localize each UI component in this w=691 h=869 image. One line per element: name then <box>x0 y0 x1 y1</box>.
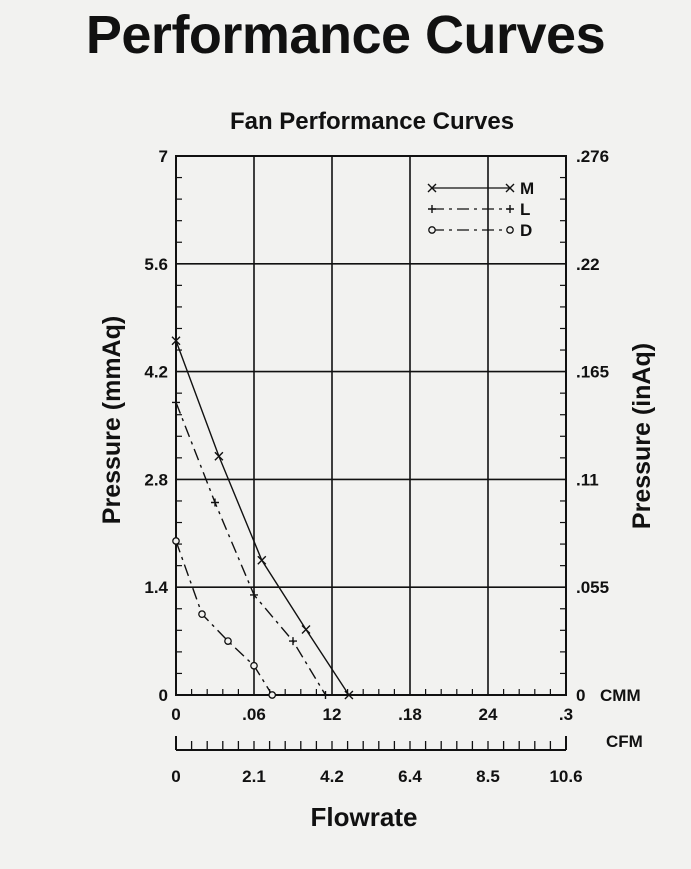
data-point <box>211 498 219 507</box>
data-point <box>224 637 232 645</box>
y-left-tick-label: 5.6 <box>144 255 168 274</box>
y-right-tick-label: 0 <box>576 686 585 705</box>
x-cmm-tick-label: 12 <box>323 705 342 724</box>
data-point <box>257 555 267 565</box>
series-line-D <box>175 540 273 696</box>
x-axis-title: Flowrate <box>311 802 418 832</box>
axis-layer: 0 1.4 2.8 4.2 5.6 7 0 .055 .11 .165 .22 .276 CMM 0 .06… <box>98 147 656 832</box>
y-left-tick-label: 2.8 <box>144 470 168 489</box>
legend-label: M <box>520 179 534 198</box>
x-cmm-tick-label: .06 <box>242 705 266 724</box>
legend-label: D <box>520 221 532 240</box>
x-cfm-tick-label: 10.6 <box>549 767 582 786</box>
x-cmm-tick-label: .3 <box>559 705 573 724</box>
x-cfm-tick-label: 0 <box>171 767 180 786</box>
data-point <box>172 537 180 545</box>
legend-entry-M: M <box>427 179 534 198</box>
x-cfm-tick-label: 8.5 <box>476 767 500 786</box>
data-point <box>171 336 181 346</box>
legend-label: L <box>520 200 530 219</box>
legend-marker <box>427 183 437 193</box>
y-left-tick-label: 0 <box>159 686 168 705</box>
y-left-tick-label: 7 <box>159 147 168 166</box>
legend: MLD <box>427 179 534 240</box>
legend-marker <box>428 205 436 213</box>
legend-marker <box>506 226 514 234</box>
series-line-M <box>175 340 350 696</box>
x-cmm-tick-label: .18 <box>398 705 422 724</box>
x-cfm-tick-label: 6.4 <box>398 767 422 786</box>
series-L <box>172 398 330 699</box>
x-cfm-tick-label: 2.1 <box>242 767 266 786</box>
data-point <box>289 637 297 646</box>
page-heading: Performance Curves <box>85 5 606 65</box>
legend-marker <box>428 226 436 234</box>
chart-title: Fan Performance Curves <box>230 108 514 135</box>
x-cmm-tick-label: 0 <box>171 705 180 724</box>
x-cfm-tick-label: 4.2 <box>320 767 344 786</box>
y-left-tick-label: 4.2 <box>144 363 168 382</box>
data-point <box>321 691 330 699</box>
series-layer <box>171 336 354 700</box>
x-secondary-unit-label: CFM <box>606 732 643 751</box>
data-point <box>301 625 311 635</box>
grid-layer <box>175 155 567 696</box>
data-point <box>198 610 206 619</box>
data-point <box>214 451 224 461</box>
data-point <box>250 590 258 599</box>
x-primary-unit-label: CMM <box>600 686 641 705</box>
x-cmm-tick-label: 24 <box>479 705 498 724</box>
y-left-tick-label: 1.4 <box>144 578 168 597</box>
y-right-tick-label: .11 <box>576 470 599 489</box>
data-point <box>344 690 354 700</box>
plot-frame <box>175 155 567 696</box>
y-right-tick-label: .055 <box>576 578 609 597</box>
legend-marker <box>505 183 515 193</box>
y-right-tick-label: .276 <box>576 147 609 166</box>
legend-marker <box>506 205 514 213</box>
y-right-tick-label: .165 <box>576 363 609 382</box>
data-point <box>172 398 180 407</box>
y-right-tick-label: .22 <box>576 255 600 274</box>
legend-entry-L: L <box>428 200 530 219</box>
series-D <box>172 537 277 699</box>
series-M <box>171 336 354 700</box>
data-point <box>250 661 258 670</box>
y-left-axis-title: Pressure (mmAq) <box>98 316 126 524</box>
y-right-axis-title: Pressure (inAq) <box>628 343 656 529</box>
data-point <box>268 691 277 699</box>
legend-entry-D: D <box>428 221 532 240</box>
series-line-L <box>175 402 327 696</box>
